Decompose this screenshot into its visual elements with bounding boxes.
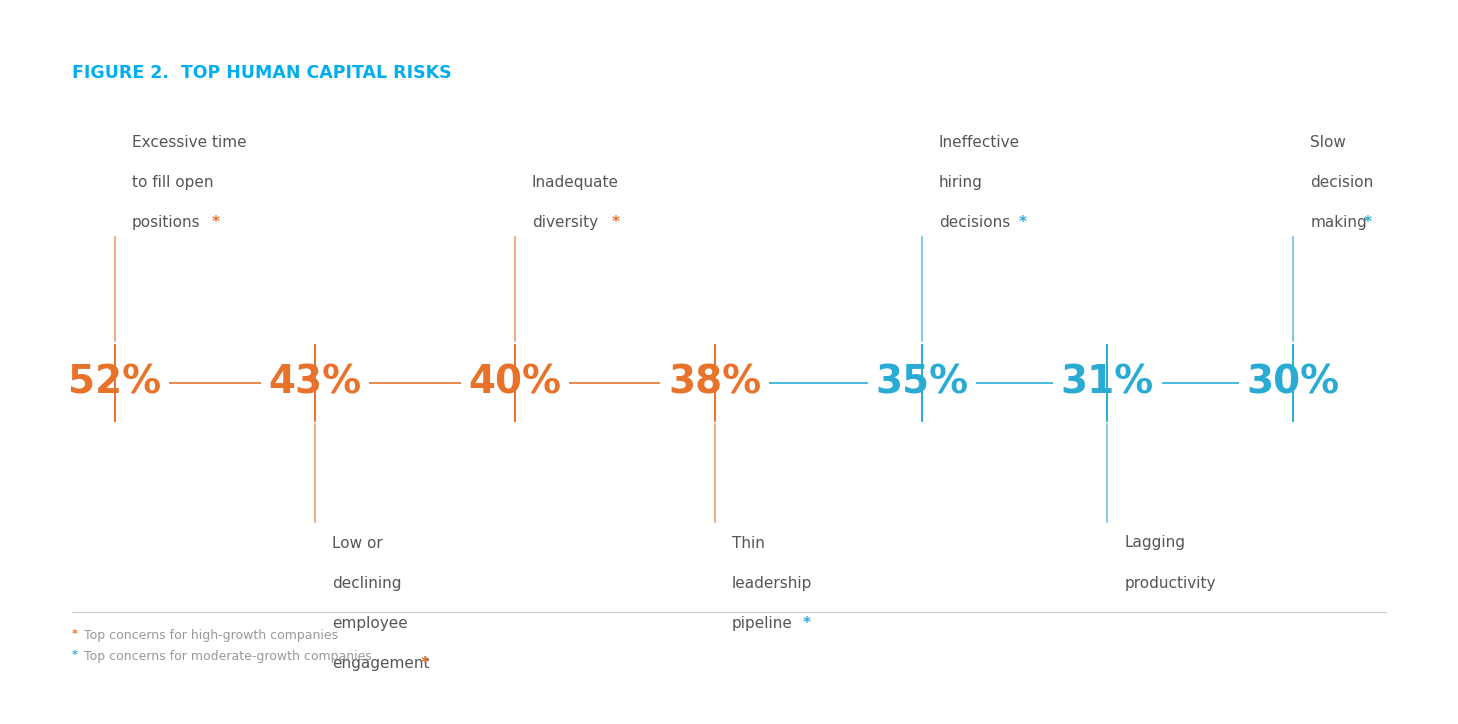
Text: 38%: 38% [668,364,761,402]
Text: Top concerns for high-growth companies: Top concerns for high-growth companies [83,629,338,642]
Text: Inadequate: Inadequate [532,175,620,190]
Text: productivity: productivity [1124,576,1216,591]
Text: Ineffective: Ineffective [939,135,1021,150]
Text: diversity: diversity [532,215,598,230]
Text: 31%: 31% [1061,364,1155,402]
Text: *: * [1019,215,1026,230]
Text: hiring: hiring [939,175,983,190]
Text: Thin: Thin [732,536,765,550]
Text: *: * [611,215,620,230]
Text: *: * [420,656,429,671]
Text: 40%: 40% [468,364,561,402]
Text: *: * [1363,215,1372,230]
Text: decision: decision [1311,175,1373,190]
Text: decisions: decisions [939,215,1010,230]
Text: Lagging: Lagging [1124,536,1185,550]
Text: Top concerns for moderate-growth companies: Top concerns for moderate-growth compani… [83,650,372,663]
Text: *: * [803,616,811,631]
Text: making: making [1311,215,1368,230]
Text: 30%: 30% [1247,364,1340,402]
Text: decisions: decisions [939,215,1010,230]
Text: Slow: Slow [1311,135,1346,150]
Text: *: * [71,629,77,639]
Text: positions: positions [133,215,201,230]
Text: pipeline: pipeline [732,616,793,631]
Text: Excessive time: Excessive time [133,135,246,150]
Text: 43%: 43% [268,364,362,402]
Text: positions: positions [133,215,201,230]
Text: declining: declining [332,576,401,591]
Text: making: making [1311,215,1368,230]
Text: 52%: 52% [69,364,162,402]
Text: to fill open: to fill open [133,175,213,190]
Text: diversity: diversity [532,215,598,230]
Text: 35%: 35% [875,364,968,402]
Text: *: * [211,215,220,230]
Text: *: * [71,650,77,660]
Text: FIGURE 2.  TOP HUMAN CAPITAL RISKS: FIGURE 2. TOP HUMAN CAPITAL RISKS [71,64,452,82]
Text: engagement: engagement [332,656,430,671]
Text: employee: employee [332,616,408,631]
Text: leadership: leadership [732,576,812,591]
Text: Low or: Low or [332,536,383,550]
